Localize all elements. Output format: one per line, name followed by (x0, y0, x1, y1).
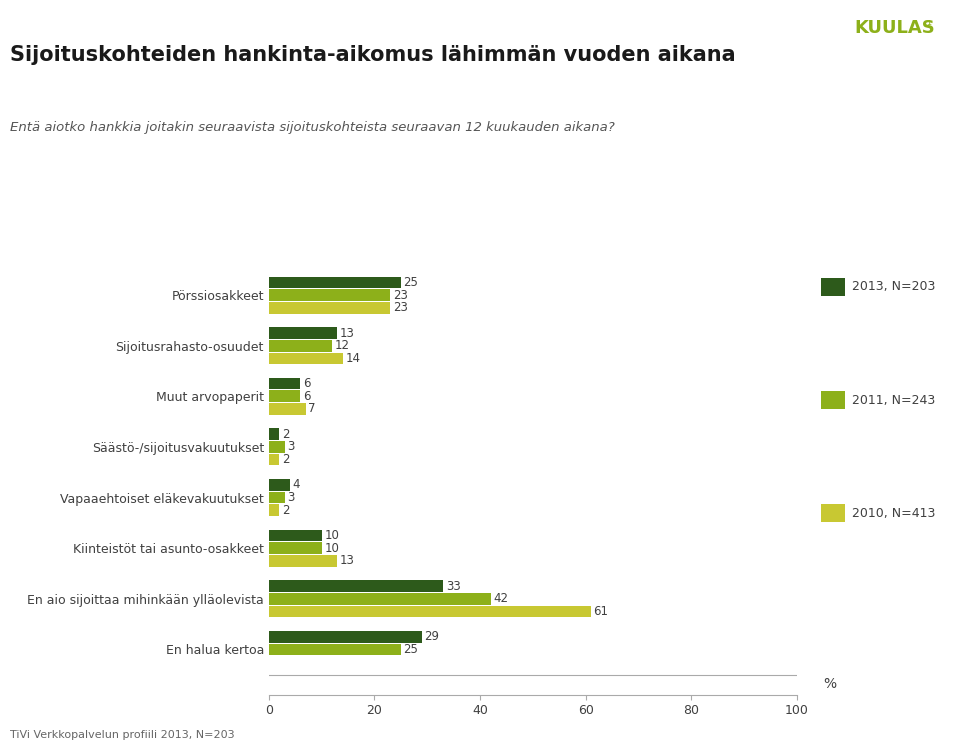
Text: 2010, N=413: 2010, N=413 (852, 507, 935, 520)
Text: 2011, N=243: 2011, N=243 (852, 393, 935, 407)
Text: 25: 25 (403, 276, 419, 289)
Text: KUULAS: KUULAS (854, 19, 935, 37)
Text: 2: 2 (282, 428, 290, 441)
Bar (269, 479, 290, 491)
Text: 13: 13 (340, 327, 355, 340)
Text: ¹: ¹ (926, 19, 931, 32)
Text: 2: 2 (282, 453, 290, 466)
Bar (269, 403, 305, 414)
Bar (269, 643, 401, 655)
Text: 6: 6 (303, 390, 311, 403)
Bar (269, 276, 401, 288)
Bar (269, 378, 300, 390)
Text: 6: 6 (303, 378, 311, 390)
Text: 23: 23 (393, 288, 408, 301)
Bar (269, 441, 284, 453)
Bar (269, 631, 422, 643)
Text: 14: 14 (346, 352, 360, 365)
Bar (269, 340, 332, 352)
Text: TiVi Verkkopalvelun profiili 2013, N=203: TiVi Verkkopalvelun profiili 2013, N=203 (10, 730, 234, 740)
Text: Sijoituskohteiden hankinta-aikomus lähimmän vuoden aikana: Sijoituskohteiden hankinta-aikomus lähim… (10, 45, 735, 65)
Text: 3: 3 (287, 440, 295, 454)
Text: 13: 13 (340, 554, 355, 567)
Bar (269, 606, 591, 618)
Text: Entä aiotko hankkia joitakin seuraavista sijoituskohteista seuraavan 12 kuukaude: Entä aiotko hankkia joitakin seuraavista… (10, 121, 614, 134)
Bar (269, 542, 322, 554)
Text: 3: 3 (287, 491, 295, 504)
Bar (269, 327, 338, 339)
Bar (269, 454, 279, 465)
Bar (269, 428, 279, 440)
Text: 10: 10 (324, 541, 339, 555)
Bar (269, 555, 338, 567)
Text: 10: 10 (324, 529, 339, 542)
Text: 42: 42 (493, 592, 508, 606)
Bar (269, 504, 279, 516)
Bar (269, 593, 491, 605)
Bar (269, 353, 343, 364)
Text: 7: 7 (308, 402, 316, 415)
Bar (269, 302, 390, 313)
Text: 29: 29 (424, 630, 440, 643)
Text: 4: 4 (293, 479, 300, 492)
Text: 61: 61 (593, 605, 609, 618)
Text: 2: 2 (282, 504, 290, 516)
Text: 23: 23 (393, 301, 408, 314)
Bar (269, 289, 390, 301)
Text: %: % (824, 677, 836, 692)
Text: 2013, N=203: 2013, N=203 (852, 280, 935, 294)
Bar (269, 581, 444, 592)
Bar (269, 390, 300, 402)
Text: 12: 12 (335, 339, 349, 352)
Bar (269, 530, 322, 541)
Bar (269, 492, 284, 504)
Text: 33: 33 (445, 580, 461, 593)
Text: 25: 25 (403, 643, 419, 656)
